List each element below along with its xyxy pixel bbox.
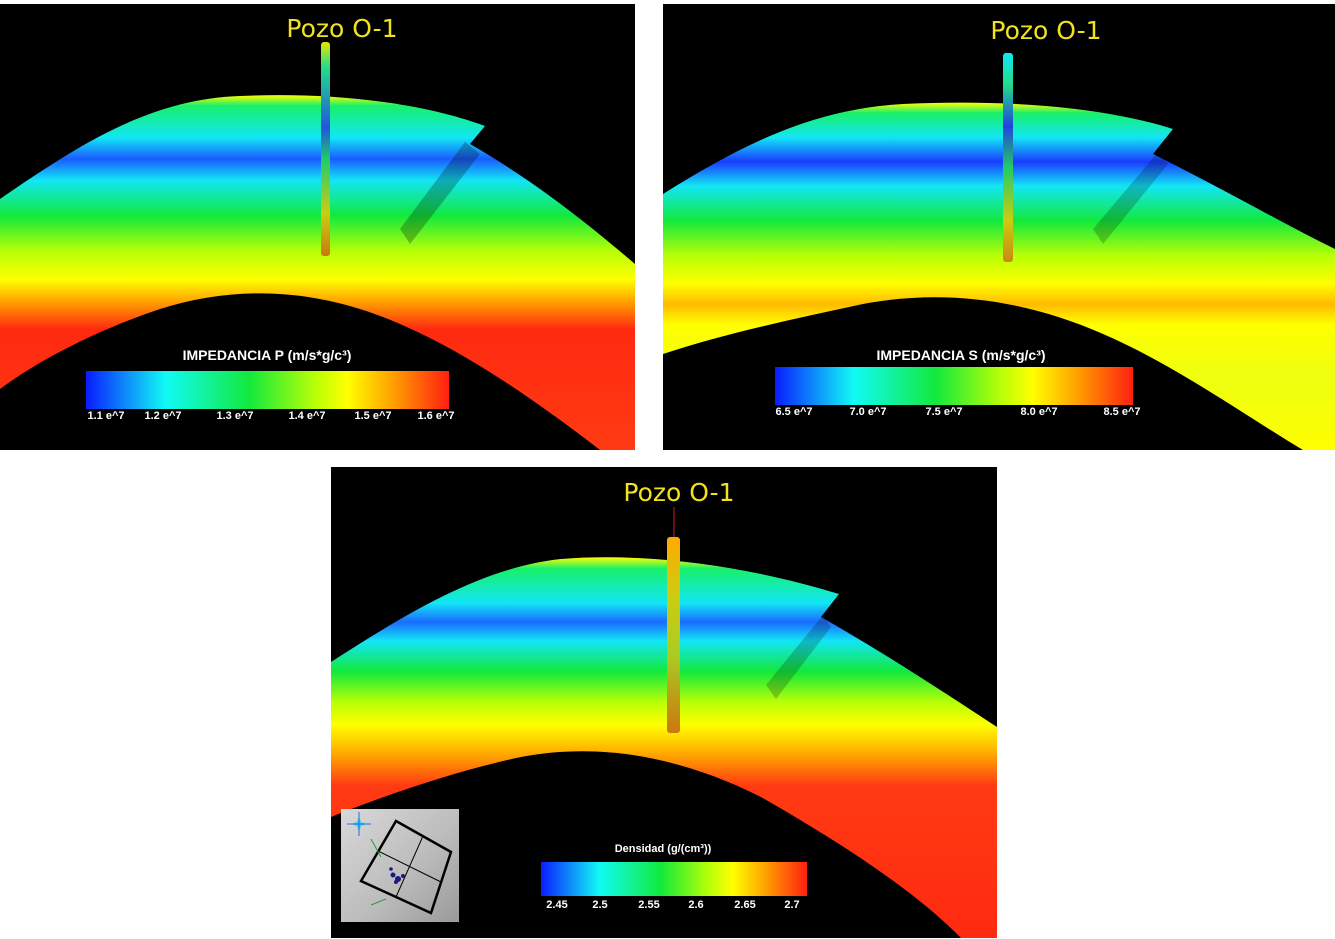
location-map — [347, 812, 453, 915]
well-o1-log — [321, 42, 330, 256]
colorbar-tick: 7.0 e^7 — [849, 406, 887, 418]
colorbar-title: Densidad (g/(cm³)) — [614, 843, 712, 855]
p-impedance-section — [0, 95, 635, 450]
colorbar — [86, 371, 449, 409]
well-label: Pozo O-1 — [990, 16, 1102, 45]
colorbar-tick: 8.5 e^7 — [1103, 406, 1141, 418]
colorbar-tick: 2.7 — [784, 899, 800, 911]
density-panel: Pozo O-1 Densidad (g/(cm³)) 2.45 2.5 2.5… — [331, 467, 997, 938]
s-impedance-panel: Pozo O-1 IMPEDANCIA S (m/s*g/c³) 6.5 e^7… — [663, 4, 1335, 450]
colorbar-tick: 1.1 e^7 — [87, 410, 125, 422]
colorbar — [775, 367, 1133, 405]
colorbar-tick: 7.5 e^7 — [925, 406, 963, 418]
s-impedance-section — [663, 102, 1335, 450]
colorbar-tick: 1.5 e^7 — [354, 410, 392, 422]
well-label: Pozo O-1 — [623, 478, 735, 507]
colorbar-tick: 1.2 e^7 — [144, 410, 182, 422]
colorbar-tick: 2.6 — [688, 899, 704, 911]
colorbar — [541, 862, 807, 896]
colorbar-tick: 2.5 — [592, 899, 608, 911]
colorbar-tick: 2.65 — [734, 899, 756, 911]
colorbar-title: IMPEDANCIA P (m/s*g/c³) — [182, 347, 352, 363]
well-points-icon — [389, 867, 405, 884]
colorbar-tick: 1.3 e^7 — [216, 410, 254, 422]
p-impedance-panel: Pozo O-1 IMPEDANCIA P (m/s*g/c³) 1.1 e^7… — [0, 4, 635, 450]
density-section — [331, 507, 997, 938]
well-o1-log — [1003, 53, 1013, 262]
colorbar-tick: 6.5 e^7 — [775, 406, 813, 418]
colorbar-tick: 2.45 — [546, 899, 568, 911]
colorbar-tick: 1.6 e^7 — [417, 410, 455, 422]
compass-icon — [347, 812, 371, 836]
well-o1-log — [667, 537, 680, 733]
colorbar-tick: 8.0 e^7 — [1020, 406, 1058, 418]
colorbar-title: IMPEDANCIA S (m/s*g/c³) — [876, 347, 1046, 363]
location-map-inset — [341, 809, 459, 922]
colorbar-tick: 1.4 e^7 — [288, 410, 326, 422]
colorbar-tick: 2.55 — [638, 899, 660, 911]
well-label: Pozo O-1 — [286, 14, 398, 43]
